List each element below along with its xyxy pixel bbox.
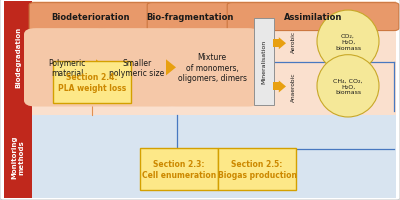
Text: Assimilation: Assimilation	[284, 13, 342, 22]
Text: Monitoring
methods: Monitoring methods	[12, 135, 24, 178]
Text: Section 2.5:
Biogas production: Section 2.5: Biogas production	[218, 159, 296, 179]
FancyBboxPatch shape	[273, 83, 279, 91]
FancyBboxPatch shape	[4, 115, 32, 198]
Ellipse shape	[317, 11, 379, 73]
Text: Bio-fragmentation: Bio-fragmentation	[146, 13, 234, 22]
Polygon shape	[279, 81, 286, 93]
Text: Aerobic: Aerobic	[291, 31, 296, 53]
Text: Biodegradation: Biodegradation	[15, 27, 21, 88]
FancyBboxPatch shape	[29, 4, 153, 31]
FancyBboxPatch shape	[140, 148, 218, 190]
Text: Anaerobic: Anaerobic	[291, 72, 296, 101]
Text: Mineralisation: Mineralisation	[262, 40, 266, 84]
Polygon shape	[96, 60, 106, 76]
FancyBboxPatch shape	[32, 115, 396, 198]
FancyBboxPatch shape	[4, 2, 32, 115]
Text: CH₄, CO₂,
H₂O,
biomass: CH₄, CO₂, H₂O, biomass	[333, 78, 363, 95]
Ellipse shape	[317, 55, 379, 117]
Text: Section 2.4:
PLA weight loss: Section 2.4: PLA weight loss	[58, 73, 126, 92]
FancyBboxPatch shape	[32, 2, 396, 115]
Text: Smaller
polymeric size: Smaller polymeric size	[109, 58, 165, 78]
Text: Polymeric
material: Polymeric material	[48, 58, 86, 78]
Text: Section 2.3:
Cell enumeration: Section 2.3: Cell enumeration	[142, 159, 216, 179]
FancyBboxPatch shape	[147, 4, 233, 31]
FancyBboxPatch shape	[273, 40, 279, 48]
Text: CO₂,
H₂O,
biomass: CO₂, H₂O, biomass	[335, 34, 361, 50]
FancyBboxPatch shape	[24, 29, 110, 107]
FancyBboxPatch shape	[166, 62, 169, 73]
FancyBboxPatch shape	[96, 62, 99, 73]
Polygon shape	[166, 60, 176, 76]
FancyBboxPatch shape	[53, 62, 131, 103]
Text: Biodeterioration: Biodeterioration	[52, 13, 130, 22]
Polygon shape	[279, 38, 286, 50]
FancyBboxPatch shape	[254, 19, 274, 105]
Text: Mixture
of monomers,
oligomers, dimers: Mixture of monomers, oligomers, dimers	[178, 53, 246, 83]
FancyBboxPatch shape	[218, 148, 296, 190]
FancyBboxPatch shape	[227, 4, 399, 31]
FancyBboxPatch shape	[164, 29, 260, 107]
FancyBboxPatch shape	[94, 29, 180, 107]
